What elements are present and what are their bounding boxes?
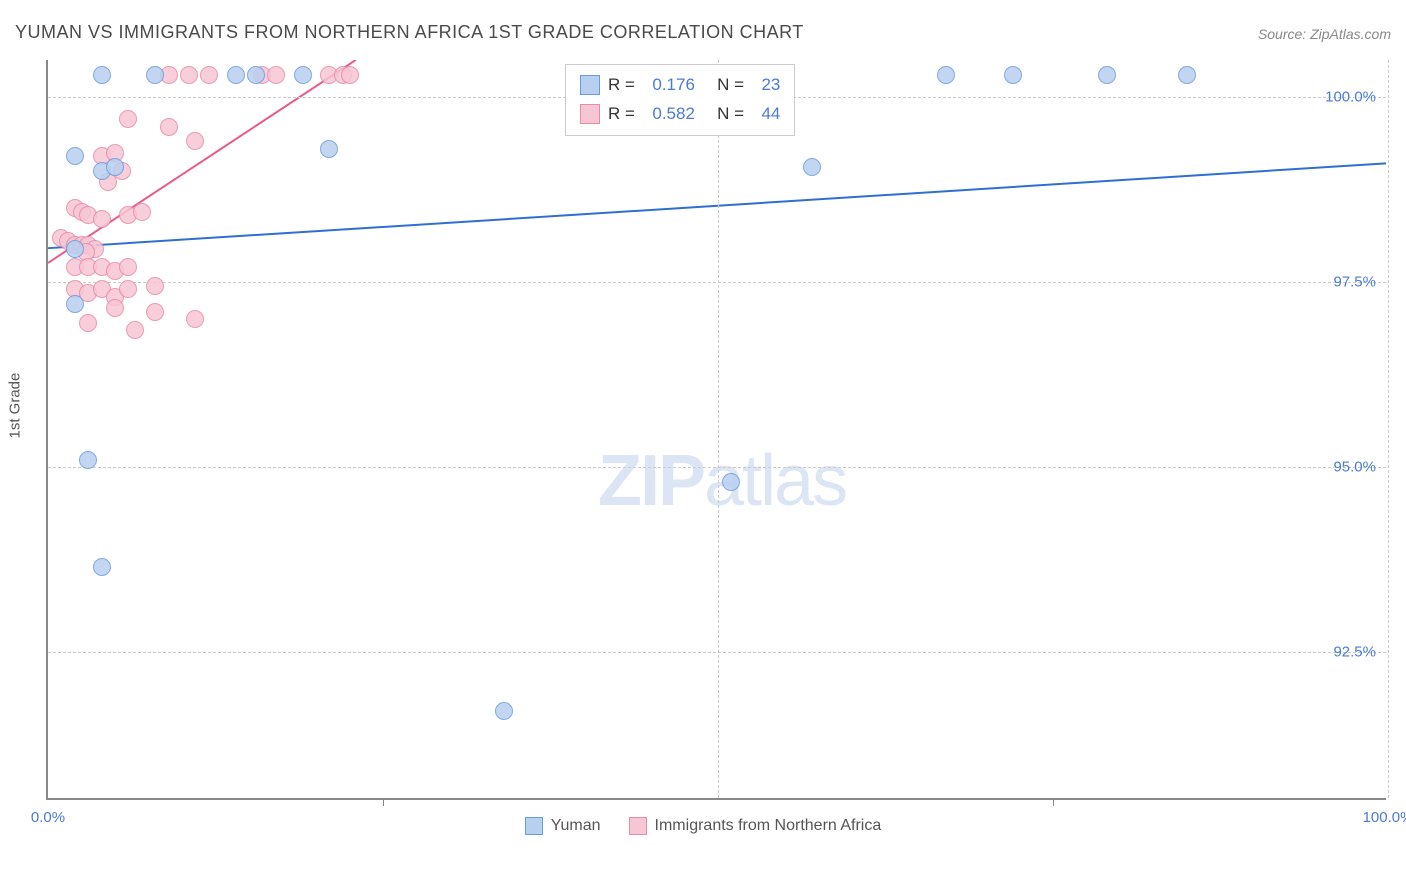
scatter-point bbox=[937, 66, 955, 84]
correlation-legend-box: R = 0.176 N = 23R = 0.582 N = 44 bbox=[565, 64, 795, 136]
scatter-point bbox=[320, 140, 338, 158]
scatter-point bbox=[186, 132, 204, 150]
legend-row: R = 0.176 N = 23 bbox=[580, 71, 780, 100]
scatter-point bbox=[247, 66, 265, 84]
legend-n-label: N = bbox=[703, 71, 754, 100]
legend-swatch bbox=[525, 817, 543, 835]
scatter-point bbox=[79, 314, 97, 332]
legend-r-label: R = bbox=[608, 71, 644, 100]
legend-r-value: 0.176 bbox=[652, 71, 695, 100]
y-tick-label: 95.0% bbox=[1333, 459, 1376, 476]
legend-n-label: N = bbox=[703, 100, 754, 129]
scatter-point bbox=[146, 66, 164, 84]
y-tick-label: 92.5% bbox=[1333, 644, 1376, 661]
scatter-plot-area: ZIPatlas 92.5%95.0%97.5%100.0%0.0%100.0% bbox=[46, 60, 1386, 800]
trend-lines-svg bbox=[48, 60, 1386, 798]
scatter-point bbox=[1004, 66, 1022, 84]
scatter-point bbox=[1098, 66, 1116, 84]
scatter-point bbox=[803, 158, 821, 176]
gridline-horizontal bbox=[48, 282, 1386, 283]
y-axis-label: 1st Grade bbox=[7, 373, 24, 439]
scatter-point bbox=[495, 702, 513, 720]
scatter-point bbox=[66, 147, 84, 165]
bottom-legend-item: Immigrants from Northern Africa bbox=[629, 817, 882, 835]
series-legend: Yuman Immigrants from Northern Africa bbox=[0, 817, 1406, 840]
gridline-vertical bbox=[718, 60, 719, 798]
legend-n-value: 23 bbox=[761, 71, 780, 100]
legend-r-label: R = bbox=[608, 100, 644, 129]
bottom-legend-item: Yuman bbox=[525, 817, 601, 835]
gridline-horizontal bbox=[48, 467, 1386, 468]
gridline-vertical bbox=[1388, 60, 1389, 798]
scatter-point bbox=[119, 280, 137, 298]
scatter-point bbox=[133, 203, 151, 221]
scatter-point bbox=[66, 295, 84, 313]
legend-r-value: 0.582 bbox=[652, 100, 695, 129]
legend-n-value: 44 bbox=[761, 100, 780, 129]
scatter-point bbox=[93, 558, 111, 576]
legend-label: Immigrants from Northern Africa bbox=[655, 817, 882, 835]
scatter-point bbox=[186, 310, 204, 328]
scatter-point bbox=[722, 473, 740, 491]
legend-swatch bbox=[580, 75, 600, 95]
trend-line bbox=[48, 163, 1386, 248]
legend-label: Yuman bbox=[551, 817, 601, 835]
scatter-point bbox=[93, 66, 111, 84]
scatter-point bbox=[126, 321, 144, 339]
x-tick-mark bbox=[1053, 798, 1054, 806]
chart-title: YUMAN VS IMMIGRANTS FROM NORTHERN AFRICA… bbox=[15, 22, 804, 43]
scatter-point bbox=[1178, 66, 1196, 84]
scatter-point bbox=[200, 66, 218, 84]
scatter-point bbox=[160, 118, 178, 136]
scatter-point bbox=[106, 299, 124, 317]
y-tick-label: 97.5% bbox=[1333, 274, 1376, 291]
scatter-point bbox=[93, 210, 111, 228]
legend-row: R = 0.582 N = 44 bbox=[580, 100, 780, 129]
scatter-point bbox=[146, 277, 164, 295]
scatter-point bbox=[267, 66, 285, 84]
scatter-point bbox=[79, 451, 97, 469]
gridline-horizontal bbox=[48, 652, 1386, 653]
scatter-point bbox=[227, 66, 245, 84]
x-tick-mark bbox=[383, 798, 384, 806]
watermark-bold: ZIP bbox=[598, 441, 704, 521]
scatter-point bbox=[66, 240, 84, 258]
scatter-point bbox=[119, 258, 137, 276]
scatter-point bbox=[341, 66, 359, 84]
scatter-point bbox=[106, 158, 124, 176]
legend-swatch bbox=[580, 104, 600, 124]
scatter-point bbox=[119, 110, 137, 128]
scatter-point bbox=[180, 66, 198, 84]
source-attribution: Source: ZipAtlas.com bbox=[1258, 26, 1391, 42]
scatter-point bbox=[294, 66, 312, 84]
legend-swatch bbox=[629, 817, 647, 835]
scatter-point bbox=[146, 303, 164, 321]
y-tick-label: 100.0% bbox=[1325, 89, 1376, 106]
